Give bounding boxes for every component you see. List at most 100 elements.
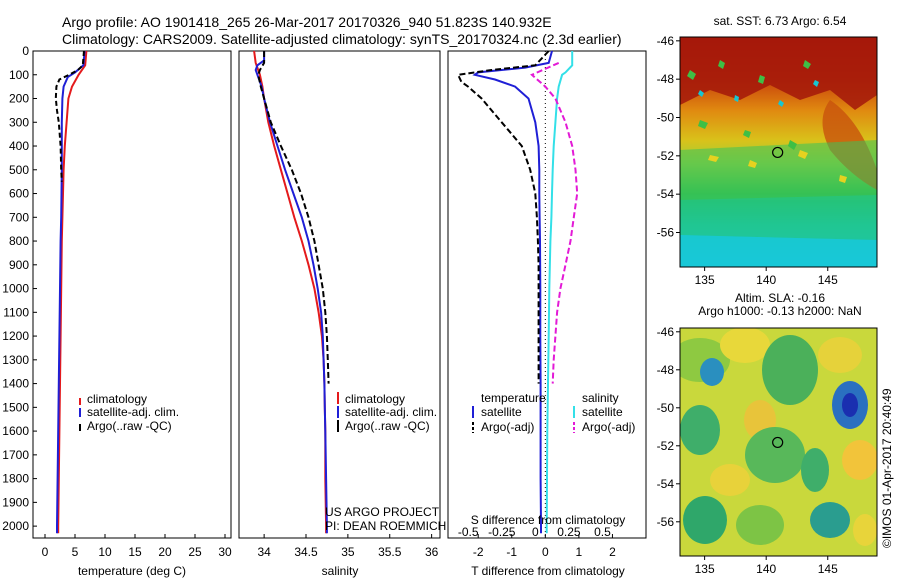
depth-tick-label: 1700 (2, 448, 29, 462)
legend-title-temperature: temperature (481, 391, 546, 405)
difference-xlabel: T difference from climatology (471, 564, 625, 578)
temperature-xlabel: temperature (deg C) (78, 564, 186, 578)
depth-tick-label: 1800 (2, 472, 29, 486)
x-tick-label: 35 (341, 545, 355, 559)
argo-position-marker (772, 436, 784, 449)
lat-tick-label: -56 (657, 226, 675, 240)
salinity-panel: 34 34.5 35 35.5 36 salinity climatology sate… (238, 50, 446, 578)
lat-tick-label: -46 (657, 325, 675, 339)
difference-panel: -2 -1 0 1 2 -0.5 -0.25 0 0.25 0.5 S difference fr… (447, 50, 647, 578)
depth-tick-label: 300 (9, 115, 29, 129)
x-tick-label: 0 (42, 545, 49, 559)
series-line-climatology (57, 50, 88, 534)
sla-map-title2: Argo h1000: -0.13 h2000: NaN (698, 304, 861, 318)
top-tick-label: -0.25 (488, 525, 516, 539)
x-tick-label: 0 (542, 545, 549, 559)
depth-tick-label: 1600 (2, 424, 29, 438)
difference-toplabel: S difference from climatology (471, 513, 626, 527)
lon-tick-label: 140 (756, 562, 776, 576)
series-line-s-argo-adj (530, 61, 579, 384)
legend-label-climatology: climatology (345, 392, 405, 406)
x-tick-label: 2 (609, 545, 616, 559)
legend-label-argo: Argo(..raw -QC) (87, 419, 172, 433)
lon-tick-label: 135 (695, 273, 715, 287)
legend-label-s-argo: Argo(-adj) (582, 420, 635, 434)
lat-tick-label: -50 (657, 111, 675, 125)
x-tick-label: 25 (188, 545, 202, 559)
sla-map-title: Altim. SLA: -0.16 (735, 291, 825, 305)
lat-tick-label: -48 (657, 72, 675, 86)
legend-label-satellite: satellite-adj. clim. (345, 405, 437, 419)
top-tick-label: 0.5 (594, 525, 611, 539)
difference-legend: temperature satellite Argo(-adj) salinit… (472, 391, 635, 434)
sst-map-image (680, 37, 877, 267)
argo-position-marker (772, 146, 784, 159)
salinity-legend: climatology satellite-adj. clim. Argo(..… (337, 392, 437, 433)
depth-tick-label: 600 (9, 187, 29, 201)
x-tick-label: 1 (576, 545, 583, 559)
salinity-series (253, 50, 330, 534)
depth-tick-label: 500 (9, 163, 29, 177)
lon-tick-label: 145 (818, 273, 838, 287)
depth-tick-label: 100 (9, 68, 29, 82)
x-tick-label: -1 (506, 545, 517, 559)
depth-tick-label: 800 (9, 234, 29, 248)
sst-map-frame (679, 36, 878, 268)
legend-label-climatology: climatology (87, 392, 147, 406)
depth-tick-label: 1200 (2, 329, 29, 343)
depth-tick-label: 200 (9, 92, 29, 106)
difference-series (456, 50, 579, 534)
temperature-panel: 0 100 200 300 400 500 600 700 800 900 1000 1100 1200… (2, 44, 232, 578)
depth-tick-label: 2000 (2, 519, 29, 533)
lat-tick-label: -52 (657, 149, 675, 163)
project-line2: PI: DEAN ROEMMICH (325, 519, 446, 533)
lon-tick-label: 135 (695, 562, 715, 576)
x-tick-label: 15 (128, 545, 142, 559)
lat-tick-label: -48 (657, 363, 675, 377)
series-line-satellite-adj-clim (56, 50, 86, 534)
top-tick-label: 0.25 (557, 525, 581, 539)
x-tick-label: 20 (158, 545, 172, 559)
salinity-axis-ticks: 34 34.5 35 35.5 36 (257, 534, 439, 559)
difference-axis-ticks: -2 -1 0 1 2 -0.5 -0.25 0 0.25 0.5 (458, 51, 616, 559)
x-tick-label: 30 (218, 545, 232, 559)
x-tick-label: 34 (257, 545, 271, 559)
depth-tick-label: 1400 (2, 377, 29, 391)
depth-tick-label: 900 (9, 258, 29, 272)
depth-tick-label: 1500 (2, 400, 29, 414)
sst-map-title: sat. SST: 6.73 Argo: 6.54 (714, 14, 847, 28)
temperature-legend: climatology satellite-adj. clim. Argo(..… (79, 392, 179, 433)
depth-tick-label: 1000 (2, 282, 29, 296)
legend-label-satellite: satellite-adj. clim. (87, 405, 179, 419)
legend-label-s-satellite: satellite (582, 405, 623, 419)
header-line1: Argo profile: AO 1901418_265 26-Mar-2017… (62, 14, 552, 30)
salinity-xlabel: salinity (322, 564, 359, 578)
sst-map-panel: sat. SST: 6.73 Argo: 6.54 135 140 145 -46 -4… (657, 14, 878, 287)
lat-tick-label: -50 (657, 401, 675, 415)
imos-credit: ©IMOS 01-Apr-2017 20:40:49 (880, 388, 894, 548)
depth-tick-label: 400 (9, 139, 29, 153)
lon-tick-label: 140 (756, 273, 776, 287)
x-tick-label: 5 (72, 545, 79, 559)
depth-tick-label: 1900 (2, 495, 29, 509)
top-tick-label: 0 (532, 525, 539, 539)
project-line1: US ARGO PROJECT (325, 505, 440, 519)
x-tick-label: 36 (425, 545, 439, 559)
lon-tick-label: 145 (818, 562, 838, 576)
sla-map-image (680, 328, 877, 556)
depth-axis-ticks: 0 100 200 300 400 500 600 700 800 900 1000 1100 1200… (2, 44, 37, 533)
lat-tick-label: -54 (657, 187, 675, 201)
legend-label-argo: Argo(..raw -QC) (345, 419, 430, 433)
lat-tick-label: -56 (657, 515, 675, 529)
lat-tick-label: -54 (657, 477, 675, 491)
top-tick-label: -0.5 (458, 525, 479, 539)
legend-label-t-argo: Argo(-adj) (481, 420, 534, 434)
series-line-argo-raw-qc (54, 50, 85, 182)
lat-tick-label: -52 (657, 439, 675, 453)
sst-map-ticks: 135 140 145 -46 -48 -50 -52 -54 -56 (657, 34, 838, 287)
depth-tick-label: 700 (9, 210, 29, 224)
series-line-s-satellite (545, 51, 574, 534)
depth-tick-label: 1300 (2, 353, 29, 367)
depth-tick-label: 1100 (3, 305, 29, 319)
